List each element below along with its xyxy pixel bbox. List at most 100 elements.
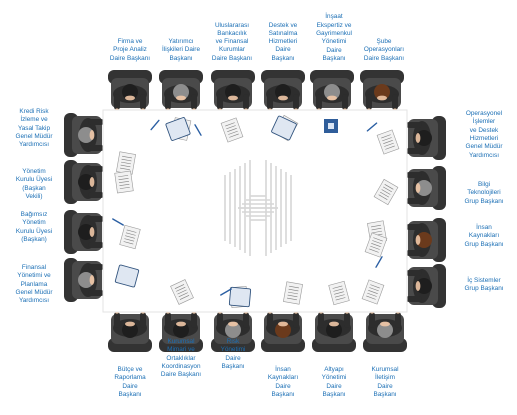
seat-label-line: İnşaat [325, 13, 343, 21]
document-icon [170, 279, 194, 305]
seat-label-line: Mimari ve [167, 346, 195, 354]
seat-label-line: Satınalma [268, 29, 298, 37]
seat-label-line: Daire Başkanı [211, 54, 253, 62]
document-icon [114, 170, 134, 194]
seat-label-line: Kaynakları [468, 232, 500, 240]
seat-label-line: Daire Başkanı [160, 371, 202, 379]
seat-label: Bağımsız Yönetim Kurulu Üyesi (Başkan) [16, 211, 52, 244]
seat-label-line: Kurumlar [219, 46, 245, 54]
person-icon [216, 84, 250, 114]
seat-label-line: Koordinasyon [161, 362, 201, 370]
seat-label-line: Yatırımcı [168, 38, 194, 46]
person-icon [113, 84, 147, 114]
seat-label-line: Daire Başkanı [363, 54, 405, 62]
seat-label-line: Daire [326, 46, 342, 54]
seat-label-line: Yardımcısı [18, 297, 50, 305]
seat-label-line: Vekili) [25, 192, 43, 200]
person-icon [365, 84, 399, 114]
seat-label: Bilgi Teknolojileri Grup Başkanı [464, 181, 503, 206]
person-icon [78, 215, 108, 249]
seat-label-line: Daire [275, 382, 291, 390]
seat-label-line: Bankacılık [217, 29, 247, 37]
seat-label-line: Başkanı [271, 54, 295, 62]
person-icon [164, 308, 198, 338]
pen-icon [194, 124, 202, 136]
seat-label-line: İlişkileri Daire [162, 46, 200, 54]
seat-label: İç Sistemler Grup Başkanı [464, 277, 503, 294]
seat-label-line: Daire [275, 46, 291, 54]
seat-label-line: Yardımcısı [18, 141, 50, 149]
seat-label-line: İnsan [476, 224, 492, 231]
seat-label-line: (Başkan [22, 184, 46, 192]
seat-label-line: İzleme ve [20, 116, 48, 124]
seat-label-line: Destek ve [268, 21, 298, 29]
document-icon [376, 129, 400, 155]
seat-label-line: Başkanı [322, 390, 346, 398]
document-icon [364, 232, 388, 258]
seat-label-line: Daire Başkanı [109, 54, 151, 62]
seat-label-line: Grup Başkanı [464, 285, 504, 293]
seat-label: Yönetim Kurulu Üyesi (Başkan Vekili) [16, 168, 52, 201]
seat-label-line: Yönetim [22, 168, 46, 175]
seat-label-line: Genel Müdür [15, 288, 53, 296]
logo-stripes [224, 160, 292, 256]
seat-label-line: Kredi Risk [19, 108, 49, 115]
seat-label-line: Bütçe ve [117, 366, 143, 373]
document-icon [361, 279, 385, 305]
seat-label-line: Daire [377, 382, 393, 390]
person-icon [216, 308, 250, 338]
document-icon [116, 151, 136, 175]
seat-label-line: Başkanı [271, 390, 295, 398]
seat-label-line: Finansal [21, 264, 47, 271]
seat-label-line: Kurumsal [167, 338, 195, 345]
seat-label: Operasyonel İşlemler ve Destek Hizmetleri Ge… [466, 110, 503, 160]
seat-label: Finansal Yönetimi ve Planlama Genel Müdür Ya… [16, 264, 53, 306]
conference-table [102, 109, 408, 313]
folder-icon [324, 119, 338, 133]
seat-label-line: Kaynakları [267, 374, 299, 382]
seat-label-line: Başkanı [118, 390, 142, 398]
document-icon [328, 280, 350, 306]
seat-label: Uluslararası Bankacılık ve Finansal Kurumla… [212, 22, 252, 64]
seat-label-line: Altyapı [324, 366, 344, 373]
seat-label-line: Raporlama [114, 374, 146, 382]
seat-label-line: Grup Başkanı [464, 240, 504, 248]
seat-label-line: Yönetimi [220, 346, 246, 354]
seat-label-line: İşlemler [472, 118, 496, 126]
seat-label-line: Hizmetleri [268, 38, 298, 46]
seat-label-line: Gayrimenkul [316, 29, 352, 37]
seat-label-line: İletişim [375, 374, 395, 382]
seat-label-line: Başkanı [322, 54, 346, 62]
document-icon [220, 117, 244, 143]
seat-label-line: Yardımcısı [468, 151, 500, 159]
seat-label-line: Firma ve [117, 38, 143, 46]
seat-label-line: Başkanı [169, 54, 193, 62]
seat-label-line: Planlama [20, 280, 48, 288]
document-icon [373, 178, 399, 206]
seat-label-line: Başkanı [221, 362, 245, 370]
tablet [271, 115, 297, 141]
seat-label-line: Kurulu Üyesi [15, 176, 53, 184]
seat-label-line: Risk [226, 338, 240, 345]
seat-label-line: Ortaklıklar [166, 354, 196, 362]
seat-label-line: Genel Müdür [15, 132, 53, 140]
seat-label: Kredi Risk İzleme ve Yasal Takip Genel Müdü… [16, 108, 53, 150]
seat-label-line: Genel Müdür [465, 143, 503, 151]
pen-icon [366, 122, 378, 132]
pen-icon [150, 119, 160, 131]
seat-label-line: Şube [376, 38, 392, 46]
tablet [165, 117, 191, 141]
tablet [114, 264, 140, 288]
seat-label-line: Teknolojileri [467, 189, 501, 197]
seat-label: Risk Yönetimi Daire Başkanı [221, 338, 246, 371]
seat-label: İnşaat Ekspertiz ve Gayrimenkul Yönetimi Dai… [316, 13, 352, 63]
seat-label-line: İnsan [275, 366, 291, 373]
seat-label: Bütçe ve Raporlama Daire Başkanı [114, 366, 145, 399]
seat-label-line: Operasyonları [363, 46, 405, 54]
seat-label-line: Kurumsal [371, 366, 399, 373]
seat-label: Şube Operasyonları Daire Başkanı [364, 38, 404, 63]
seat-label-line: Yönetimi ve [17, 272, 51, 280]
person-icon [266, 84, 300, 114]
seat-label-line: Daire [225, 354, 241, 362]
